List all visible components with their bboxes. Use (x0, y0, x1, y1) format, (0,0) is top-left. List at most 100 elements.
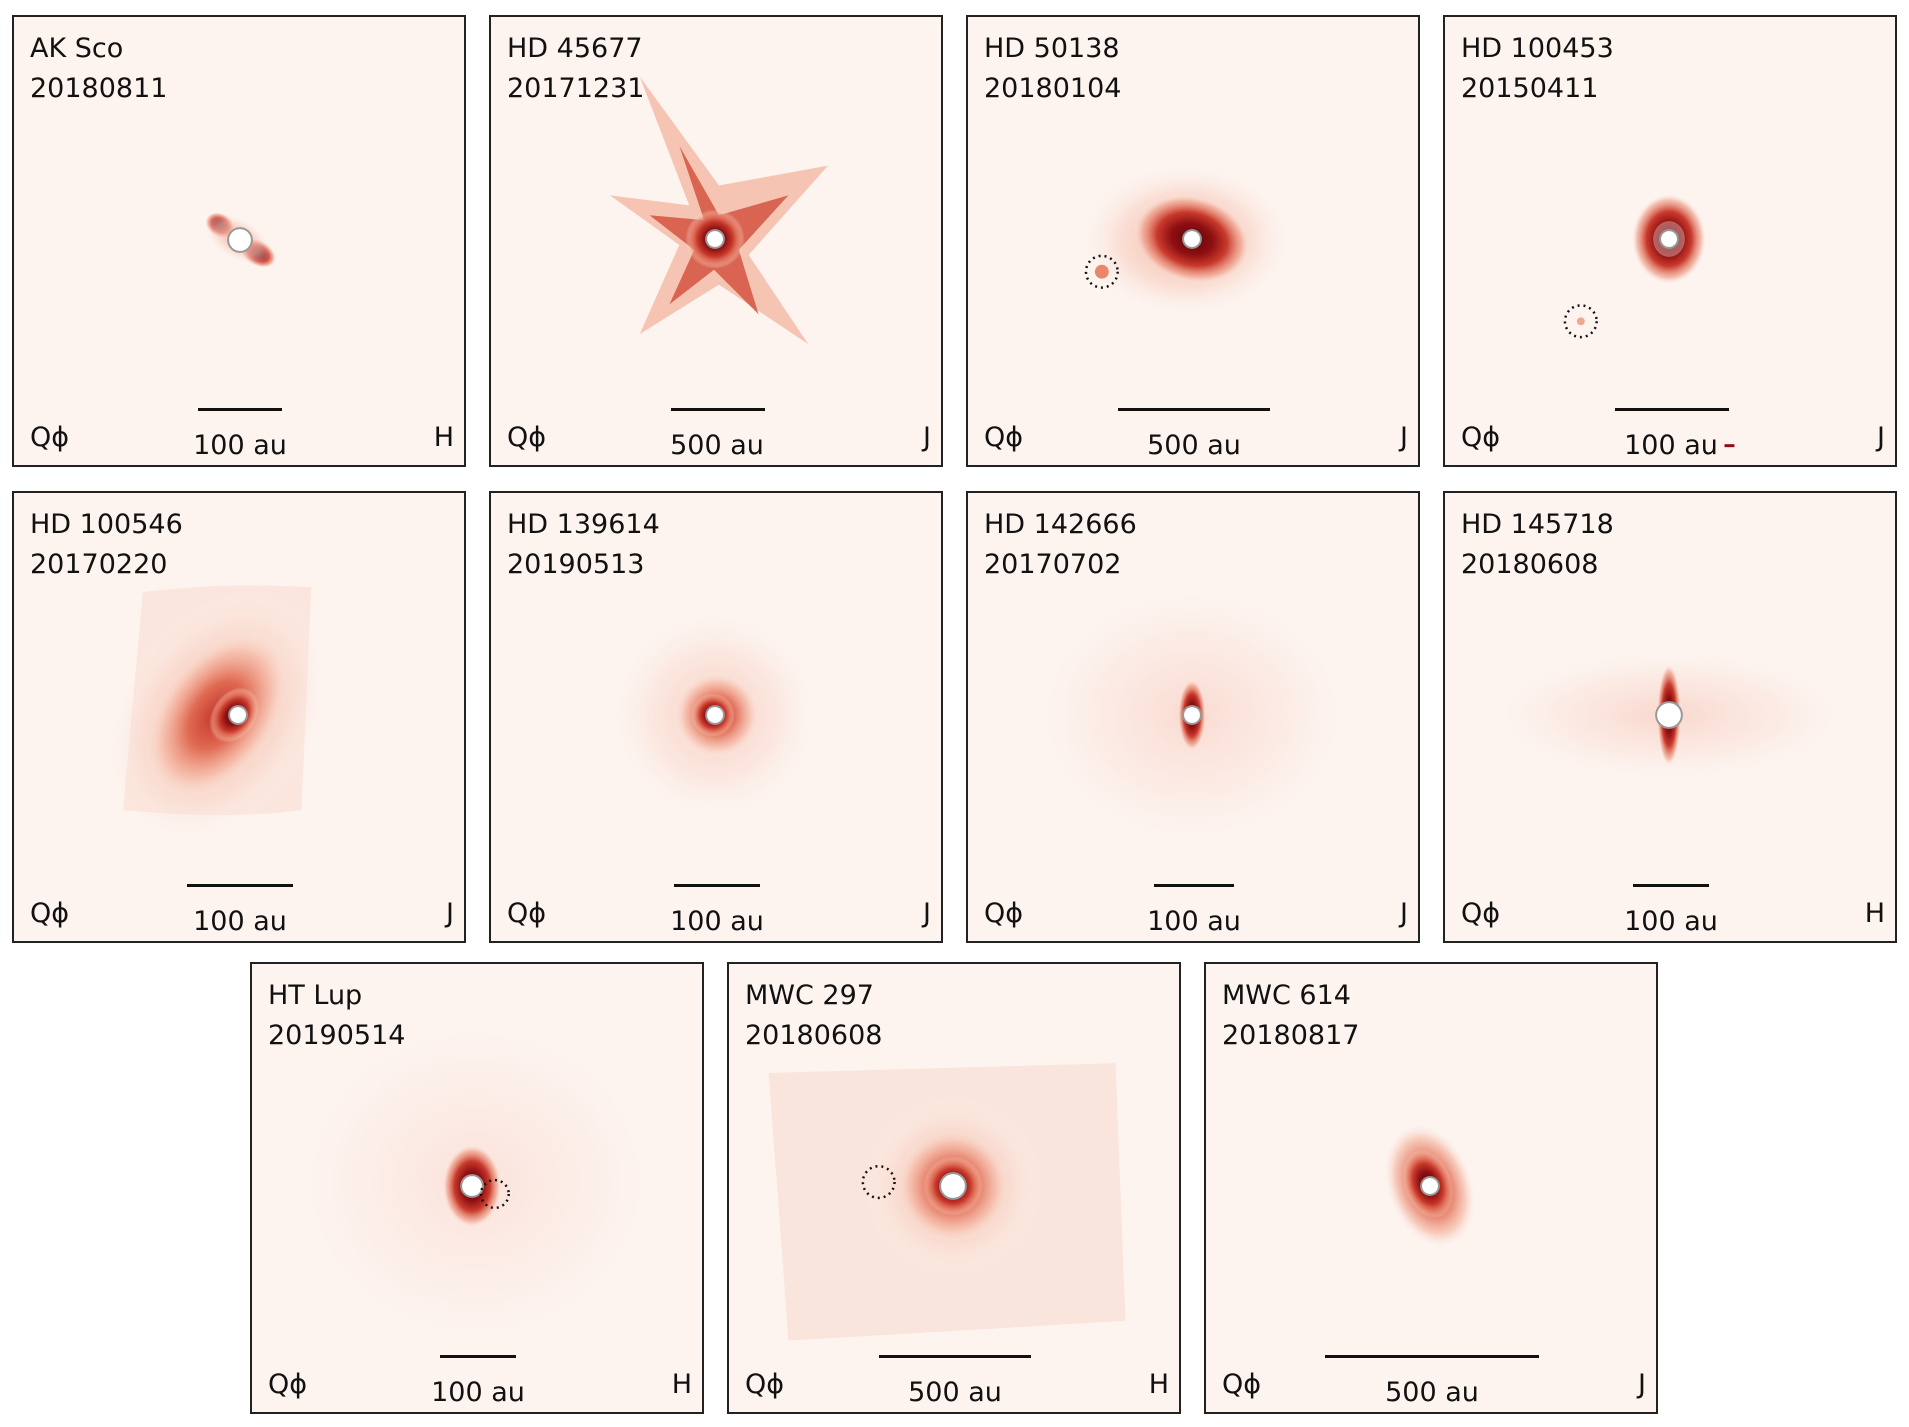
stokes-label: Qϕ (507, 898, 547, 929)
scale-bar (440, 1355, 516, 1358)
scale-bar (1118, 408, 1270, 411)
band-label: J (1638, 1369, 1646, 1400)
scale-bar (187, 884, 293, 887)
scale-label: 500 au (1147, 430, 1241, 461)
target-name: HD 50138 (984, 33, 1120, 64)
target-name: HD 139614 (507, 509, 660, 540)
disk-image (1077, 160, 1296, 320)
coronagraph-mask-icon (705, 705, 725, 725)
companion-marker-icon (479, 1178, 510, 1210)
stokes-label: Qϕ (1461, 898, 1501, 929)
panel-hd-45677: HD 45677 20171231 Qϕ 500 au J (489, 15, 943, 467)
panel-ak-sco: AK Sco 20180811 Qϕ 100 au H (12, 15, 466, 467)
scale-label: 500 au (670, 430, 764, 461)
scale-bar (879, 1355, 1031, 1358)
stokes-label: Qϕ (984, 898, 1024, 929)
band-label: H (433, 422, 454, 453)
band-label: H (1864, 898, 1885, 929)
target-name: HD 100453 (1461, 33, 1614, 64)
coronagraph-mask-icon (1182, 229, 1202, 249)
panel-hd-139614: HD 139614 20190513 Qϕ 100 au J (489, 491, 943, 943)
observation-date: 20180104 (984, 73, 1122, 104)
band-label: J (446, 898, 454, 929)
disk-image (1563, 193, 1735, 448)
panel-hd-50138: HD 50138 20180104 Qϕ 500 au J (966, 15, 1420, 467)
disk-image (1480, 645, 1858, 785)
coronagraph-mask-icon (228, 705, 248, 725)
coronagraph-mask-icon (939, 1172, 967, 1200)
disk-image (1383, 1122, 1477, 1250)
observation-date: 20171231 (507, 73, 645, 104)
disk-image (605, 605, 825, 825)
panel-hd-145718: HD 145718 20180608 Qϕ 100 au H (1443, 491, 1897, 943)
band-label: H (1148, 1369, 1169, 1400)
target-name: HT Lup (268, 980, 363, 1011)
disk-image (768, 1063, 1126, 1341)
coronagraph-mask-icon (705, 229, 725, 249)
target-name: HD 100546 (30, 509, 183, 540)
companion-marker-icon (861, 1164, 896, 1200)
stokes-label: Qϕ (30, 422, 70, 453)
observation-date: 20180811 (30, 73, 168, 104)
stokes-label: Qϕ (1461, 422, 1501, 453)
target-name: MWC 614 (1222, 980, 1351, 1011)
scale-bar (1325, 1355, 1539, 1358)
band-label: H (671, 1369, 692, 1400)
observation-date: 20190513 (507, 549, 645, 580)
panel-mwc-297: MWC 297 20180608 Qϕ 500 au H (727, 962, 1181, 1414)
target-name: HD 45677 (507, 33, 643, 64)
scale-label: 100 au (1624, 430, 1718, 461)
band-label: J (1400, 898, 1408, 929)
observation-date: 20150411 (1461, 73, 1599, 104)
target-name: HD 142666 (984, 509, 1137, 540)
observation-date: 20170702 (984, 549, 1122, 580)
coronagraph-mask-icon (1655, 701, 1683, 729)
scale-label: 100 au (670, 906, 764, 937)
disk-image (1023, 576, 1361, 854)
band-label: J (1877, 422, 1885, 453)
scale-label: 500 au (1385, 1377, 1479, 1408)
target-name: MWC 297 (745, 980, 874, 1011)
panel-hd-100546: HD 100546 20170220 Qϕ 100 au J (12, 491, 466, 943)
scale-bar (671, 408, 765, 411)
stokes-label: Qϕ (30, 898, 70, 929)
band-label: J (923, 898, 931, 929)
stokes-label: Qϕ (268, 1369, 308, 1400)
disk-image (103, 585, 331, 844)
disk-image (277, 1003, 675, 1361)
disk-image (201, 211, 277, 268)
observation-date: 20180608 (745, 1020, 883, 1051)
scale-bar (198, 408, 282, 411)
stokes-label: Qϕ (745, 1369, 785, 1400)
observation-date: 20190514 (268, 1020, 406, 1051)
disk-image (609, 76, 828, 345)
scale-label: 100 au (1147, 906, 1241, 937)
observation-date: 20170220 (30, 549, 168, 580)
coronagraph-mask-icon (227, 227, 253, 253)
band-label: J (923, 422, 931, 453)
scale-label: 100 au (193, 906, 287, 937)
scale-label: 500 au (908, 1377, 1002, 1408)
coronagraph-mask-icon (460, 1174, 484, 1198)
panel-hd-142666: HD 142666 20170702 Qϕ 100 au J (966, 491, 1420, 943)
scale-label: 100 au (1624, 906, 1718, 937)
observation-date: 20180817 (1222, 1020, 1360, 1051)
band-label: J (1400, 422, 1408, 453)
coronagraph-mask-icon (1659, 229, 1679, 249)
scale-bar (1154, 884, 1234, 887)
panel-hd-100453: HD 100453 20150411 Qϕ 100 au J (1443, 15, 1897, 467)
coronagraph-mask-icon (1420, 1176, 1440, 1196)
stokes-label: Qϕ (984, 422, 1024, 453)
target-name: AK Sco (30, 33, 124, 64)
scale-label: 100 au (431, 1377, 525, 1408)
stokes-label: Qϕ (1222, 1369, 1262, 1400)
panel-ht-lup: HT Lup 20190514 Qϕ 100 au H (250, 962, 704, 1414)
scale-bar (1615, 408, 1729, 411)
panel-mwc-614: MWC 614 20180817 Qϕ 500 au J (1204, 962, 1658, 1414)
target-name: HD 145718 (1461, 509, 1614, 540)
stokes-label: Qϕ (507, 422, 547, 453)
coronagraph-mask-icon (1182, 705, 1202, 725)
scale-label: 100 au (193, 430, 287, 461)
scale-bar (674, 884, 760, 887)
observation-date: 20180608 (1461, 549, 1599, 580)
